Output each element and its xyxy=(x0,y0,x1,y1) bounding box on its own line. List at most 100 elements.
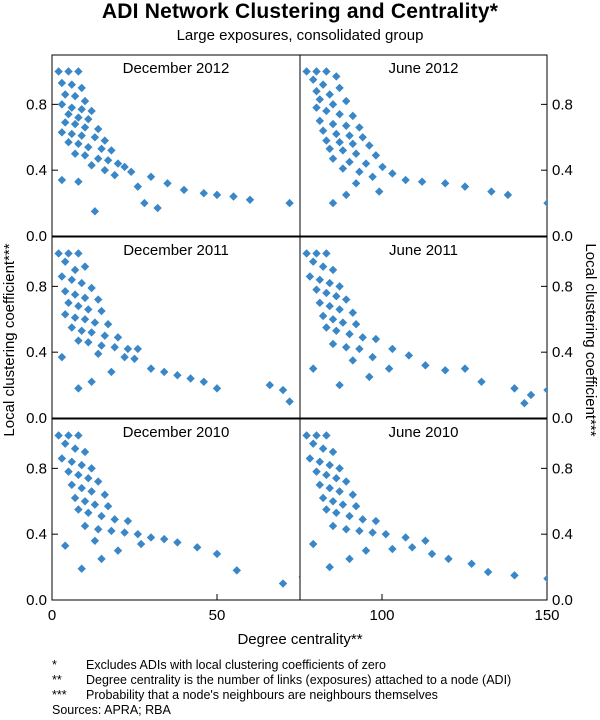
data-point xyxy=(100,165,109,175)
data-point xyxy=(328,100,338,109)
scatter-chart: December 2012 June 2012 December 2011 June … xyxy=(1,54,599,648)
data-point xyxy=(84,474,93,483)
data-point xyxy=(77,564,86,573)
data-point xyxy=(328,447,338,457)
data-point xyxy=(312,467,321,476)
data-point xyxy=(80,151,90,160)
data-point xyxy=(441,179,450,188)
data-point xyxy=(483,567,493,577)
data-point xyxy=(322,106,331,116)
data-point xyxy=(77,278,86,288)
y-tick-label-left: 0.4 xyxy=(26,162,47,179)
data-point xyxy=(328,207,336,215)
data-point xyxy=(348,356,357,365)
data-point xyxy=(74,336,83,345)
data-point xyxy=(368,352,377,362)
data-point xyxy=(140,198,149,208)
data-point xyxy=(417,177,427,186)
data-point xyxy=(543,574,547,583)
data-point xyxy=(355,526,364,536)
data-point xyxy=(325,483,334,493)
chart-subtitle: Large exposures, consolidated group xyxy=(176,27,424,44)
sources: Sources: APRA; RBA xyxy=(52,703,171,717)
data-point xyxy=(64,467,73,476)
y-tick-label-left: 0.4 xyxy=(26,344,47,361)
panel-june-2012: June 2012 xyxy=(299,54,548,237)
footnote-2-text: Degree centrality is the number of links… xyxy=(86,673,512,687)
data-point xyxy=(67,480,76,490)
data-point xyxy=(332,326,341,335)
data-point xyxy=(335,83,344,93)
data-point xyxy=(84,508,93,517)
data-point xyxy=(302,249,311,258)
data-point xyxy=(345,157,354,167)
footnote-1-text: Excludes ADIs with local clustering coef… xyxy=(86,658,386,672)
data-point xyxy=(348,111,357,121)
data-point xyxy=(322,288,331,298)
data-point xyxy=(80,262,90,271)
data-point xyxy=(345,574,353,582)
data-point xyxy=(54,431,63,440)
data-point xyxy=(123,344,133,354)
data-point xyxy=(348,490,357,499)
data-point xyxy=(338,318,348,327)
data-point xyxy=(57,352,67,362)
data-point xyxy=(84,305,93,314)
data-point xyxy=(84,114,93,124)
data-point xyxy=(163,179,172,188)
data-point xyxy=(90,207,100,216)
data-point xyxy=(127,167,136,177)
data-point xyxy=(110,515,119,524)
data-point xyxy=(355,167,364,177)
data-point xyxy=(378,399,386,407)
data-point xyxy=(378,162,387,172)
data-point xyxy=(193,543,202,552)
data-point xyxy=(103,320,113,329)
x-axis-title: Degree centrality** xyxy=(237,631,362,648)
data-point xyxy=(61,541,70,550)
series-points xyxy=(302,249,547,408)
data-point xyxy=(312,285,321,294)
data-point xyxy=(90,536,100,545)
data-point xyxy=(325,301,334,311)
data-point xyxy=(186,374,195,383)
data-point xyxy=(212,384,222,393)
data-point xyxy=(325,144,334,153)
data-point xyxy=(77,83,86,93)
data-point xyxy=(80,315,90,324)
x-tick-label: 100 xyxy=(369,607,394,624)
y-tick-label-left: 0.8 xyxy=(26,96,47,113)
data-point xyxy=(368,172,377,181)
data-point xyxy=(97,341,106,350)
data-point xyxy=(153,203,162,213)
data-point xyxy=(146,533,156,542)
data-point xyxy=(467,559,476,568)
data-point xyxy=(278,579,288,588)
footnote-3-text: Probability that a node's neighbours are… xyxy=(86,688,438,702)
data-point xyxy=(309,257,318,266)
data-point xyxy=(70,149,80,158)
data-point xyxy=(325,90,334,99)
data-point xyxy=(398,214,406,222)
y-tick-label-left: 0.0 xyxy=(26,228,47,245)
data-point xyxy=(285,397,294,406)
data-point xyxy=(325,460,334,470)
data-point xyxy=(70,290,80,299)
data-point xyxy=(146,364,156,373)
data-point xyxy=(67,80,76,89)
data-point xyxy=(421,361,430,370)
data-point xyxy=(113,546,123,555)
data-point xyxy=(61,310,70,319)
data-point xyxy=(305,454,315,463)
data-point xyxy=(351,179,361,188)
data-point xyxy=(67,275,76,284)
x-tick-label: 150 xyxy=(534,607,559,624)
data-point xyxy=(348,139,357,149)
data-point xyxy=(444,554,453,564)
data-point xyxy=(460,364,470,373)
data-point xyxy=(355,123,364,132)
data-point xyxy=(67,129,76,139)
data-point xyxy=(265,380,274,390)
data-point xyxy=(342,190,351,200)
data-point xyxy=(361,159,371,168)
